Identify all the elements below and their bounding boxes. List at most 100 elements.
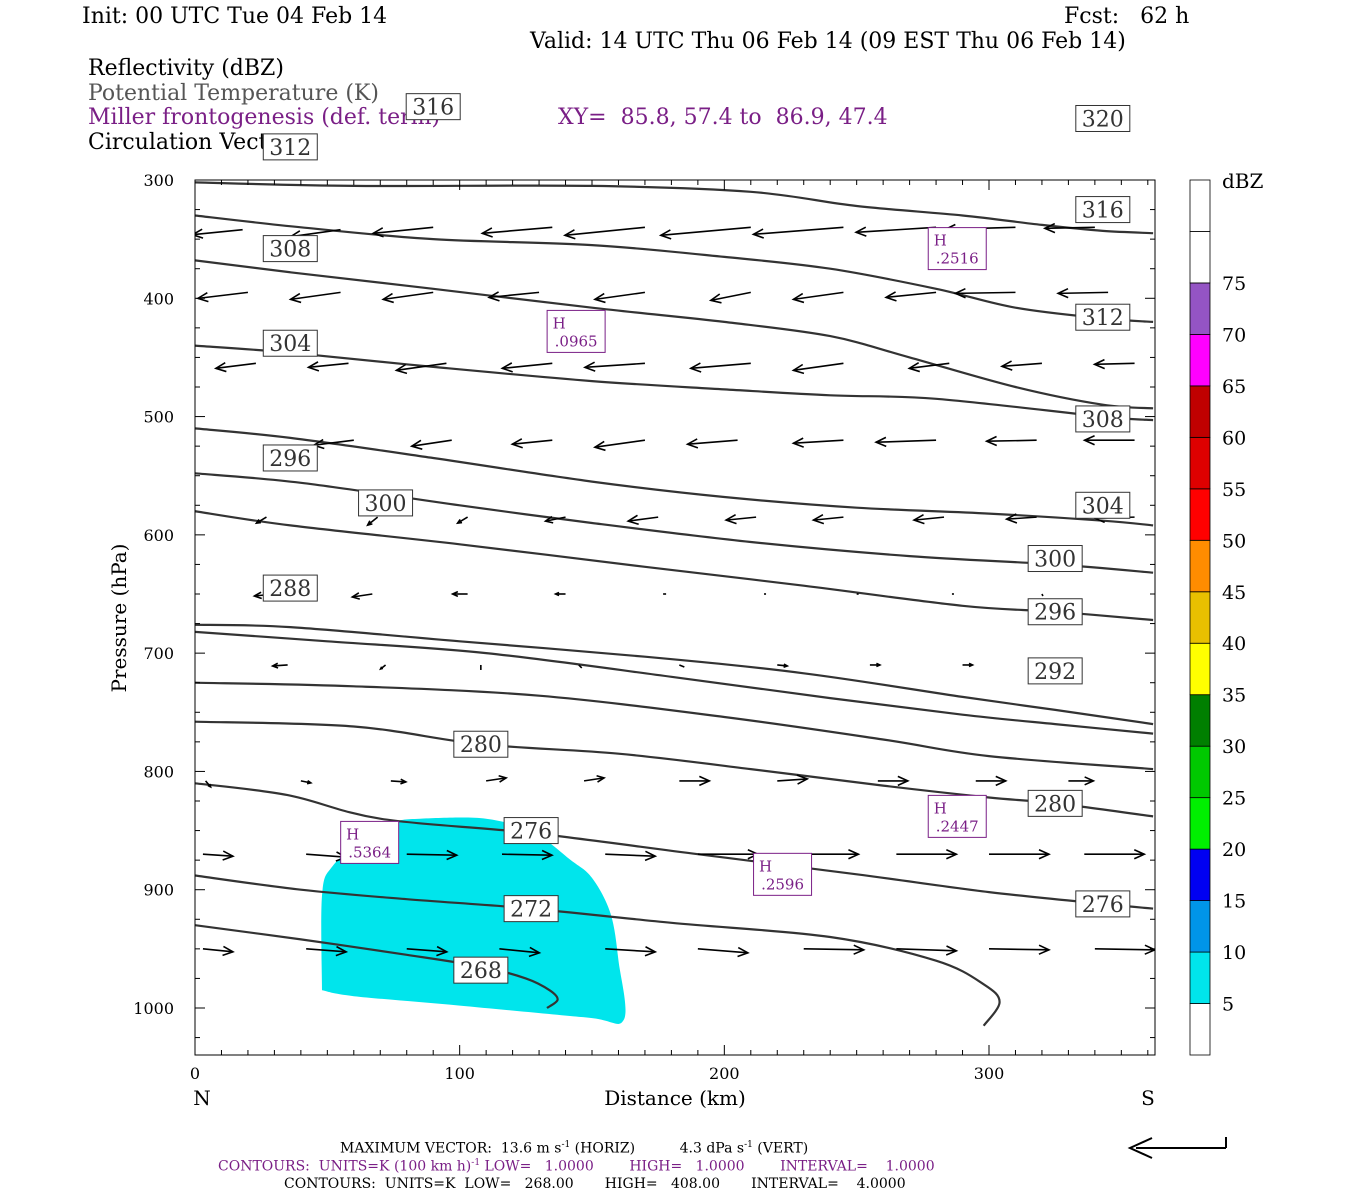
circulation-vector (1004, 513, 1037, 524)
frontogenesis-max-box (753, 852, 813, 896)
circulation-vector (450, 590, 468, 598)
colorbar-label: 55 (1222, 479, 1246, 501)
theta-label: 268 (460, 959, 502, 984)
circulation-vector (605, 850, 658, 862)
theta-label-box (453, 956, 509, 984)
circulation-vector (791, 291, 844, 304)
colorbar-bin (1189, 385, 1211, 438)
circulation-vector (811, 513, 844, 525)
theta-label: 300 (1034, 548, 1076, 573)
frontogenesis-max-value: .2516 (936, 250, 979, 268)
circulation-vector (1082, 434, 1135, 446)
frontogenesis-max-kind: H (759, 857, 772, 875)
circulation-vector (195, 291, 249, 303)
circulation-vector (679, 664, 685, 668)
circulation-vector (1056, 287, 1109, 299)
circulation-vector (409, 439, 452, 450)
frontogenesis-max-box (340, 820, 400, 864)
theta-label-box (503, 817, 559, 845)
theta-label: 296 (269, 447, 311, 472)
circulation-vector (1041, 593, 1044, 597)
theta-label-box (262, 444, 318, 472)
circulation-vector (803, 944, 866, 955)
colorbar-label: 35 (1222, 685, 1246, 707)
frontogenesis-max-value: .5364 (348, 843, 391, 861)
circulation-vector (390, 778, 408, 785)
legend-reflectivity: Reflectivity (dBZ) (88, 56, 284, 81)
circulation-vector (195, 228, 243, 239)
theta-label-box (453, 730, 509, 758)
circulation-vector (254, 516, 267, 525)
circulation-vector (202, 945, 235, 957)
theta-label: 300 (365, 492, 407, 517)
x-axis-title: Distance (km) (604, 1086, 746, 1110)
circulation-vector (500, 362, 553, 373)
theta-label-box (262, 235, 318, 263)
colorbar-label: 30 (1222, 736, 1246, 758)
circulation-vector (953, 287, 1016, 299)
circulation-vector (501, 849, 554, 861)
circulation-vector (688, 362, 751, 373)
colorbar-label: 60 (1222, 427, 1246, 449)
circulation-vector (487, 291, 540, 302)
circulation-vector (999, 360, 1042, 371)
theta-label-box (1027, 598, 1083, 626)
theta-label-box (405, 93, 461, 121)
colorbar-bin (1189, 848, 1211, 901)
legend-frontogenesis: Miller frontogenesis (def. term) (88, 105, 441, 130)
theta-label-box (1027, 545, 1083, 573)
colorbar-label: 20 (1222, 839, 1246, 861)
circulation-vector (984, 435, 1037, 447)
theta-contour-304 (195, 427, 1154, 527)
theta-contour-308 (195, 344, 1154, 422)
circulation-vector (896, 848, 959, 860)
theta-label-box (358, 489, 414, 517)
circulation-vector (1042, 222, 1095, 234)
theta-contour-316 (195, 214, 1154, 323)
circulation-vector (543, 515, 566, 524)
theta-label-box (262, 329, 318, 357)
circulation-vector (578, 664, 583, 669)
theta-label: 312 (269, 136, 311, 161)
theta-label-box (262, 574, 318, 602)
circulation-vector (777, 663, 790, 668)
circulation-vector (777, 774, 810, 785)
theta-label: 296 (1034, 601, 1076, 626)
footer-max-vector: MAXIMUM VECTOR: 13.6 m s-1 (HORIZ) 4.3 d… (340, 1140, 809, 1157)
frontogenesis-max-box (546, 309, 606, 353)
circulation-vector (854, 226, 937, 237)
circulation-vector (306, 851, 349, 862)
circulation-vector (553, 591, 566, 597)
theta-contour-292 (195, 630, 1154, 735)
colorbar-bin (1189, 282, 1211, 335)
colorbar-bin (1189, 231, 1211, 284)
circulation-vector (306, 361, 349, 372)
y-tick-label: 800 (143, 762, 174, 781)
y-tick-label: 900 (143, 881, 174, 900)
circulation-vector (962, 662, 975, 668)
colorbar-label: 45 (1222, 582, 1246, 604)
y-tick-label: 400 (143, 289, 174, 308)
circulation-vector (582, 361, 645, 372)
colorbar-bin (1189, 591, 1211, 644)
colorbar: 5 10 15 20 25 30 35 40 45 50 55 60 65 70 75 (1189, 179, 1246, 1056)
colorbar-bin (1189, 951, 1211, 1004)
circulation-vector (202, 850, 235, 861)
circulation-vector (350, 592, 373, 600)
left-end-label: N (193, 1086, 211, 1110)
circulation-vector (480, 226, 553, 238)
colorbar-bin (1189, 797, 1211, 850)
frontogenesis-max-kind: H (934, 799, 947, 817)
legend-potential-temperature: Potential Temperature (K) (88, 81, 379, 106)
theta-label: 316 (1082, 199, 1124, 224)
colorbar-bin (1189, 900, 1211, 953)
circulation-vector (1084, 848, 1147, 860)
theta-label-box (1075, 104, 1131, 132)
circulation-vector (213, 361, 256, 373)
theta-label: 308 (269, 238, 311, 263)
circulation-vector (877, 775, 910, 787)
theta-label: 280 (460, 733, 502, 758)
frontogenesis-max-box (927, 794, 987, 838)
cross-section-endpoints: XY= 85.8, 57.4 to 86.9, 47.4 (558, 105, 888, 130)
